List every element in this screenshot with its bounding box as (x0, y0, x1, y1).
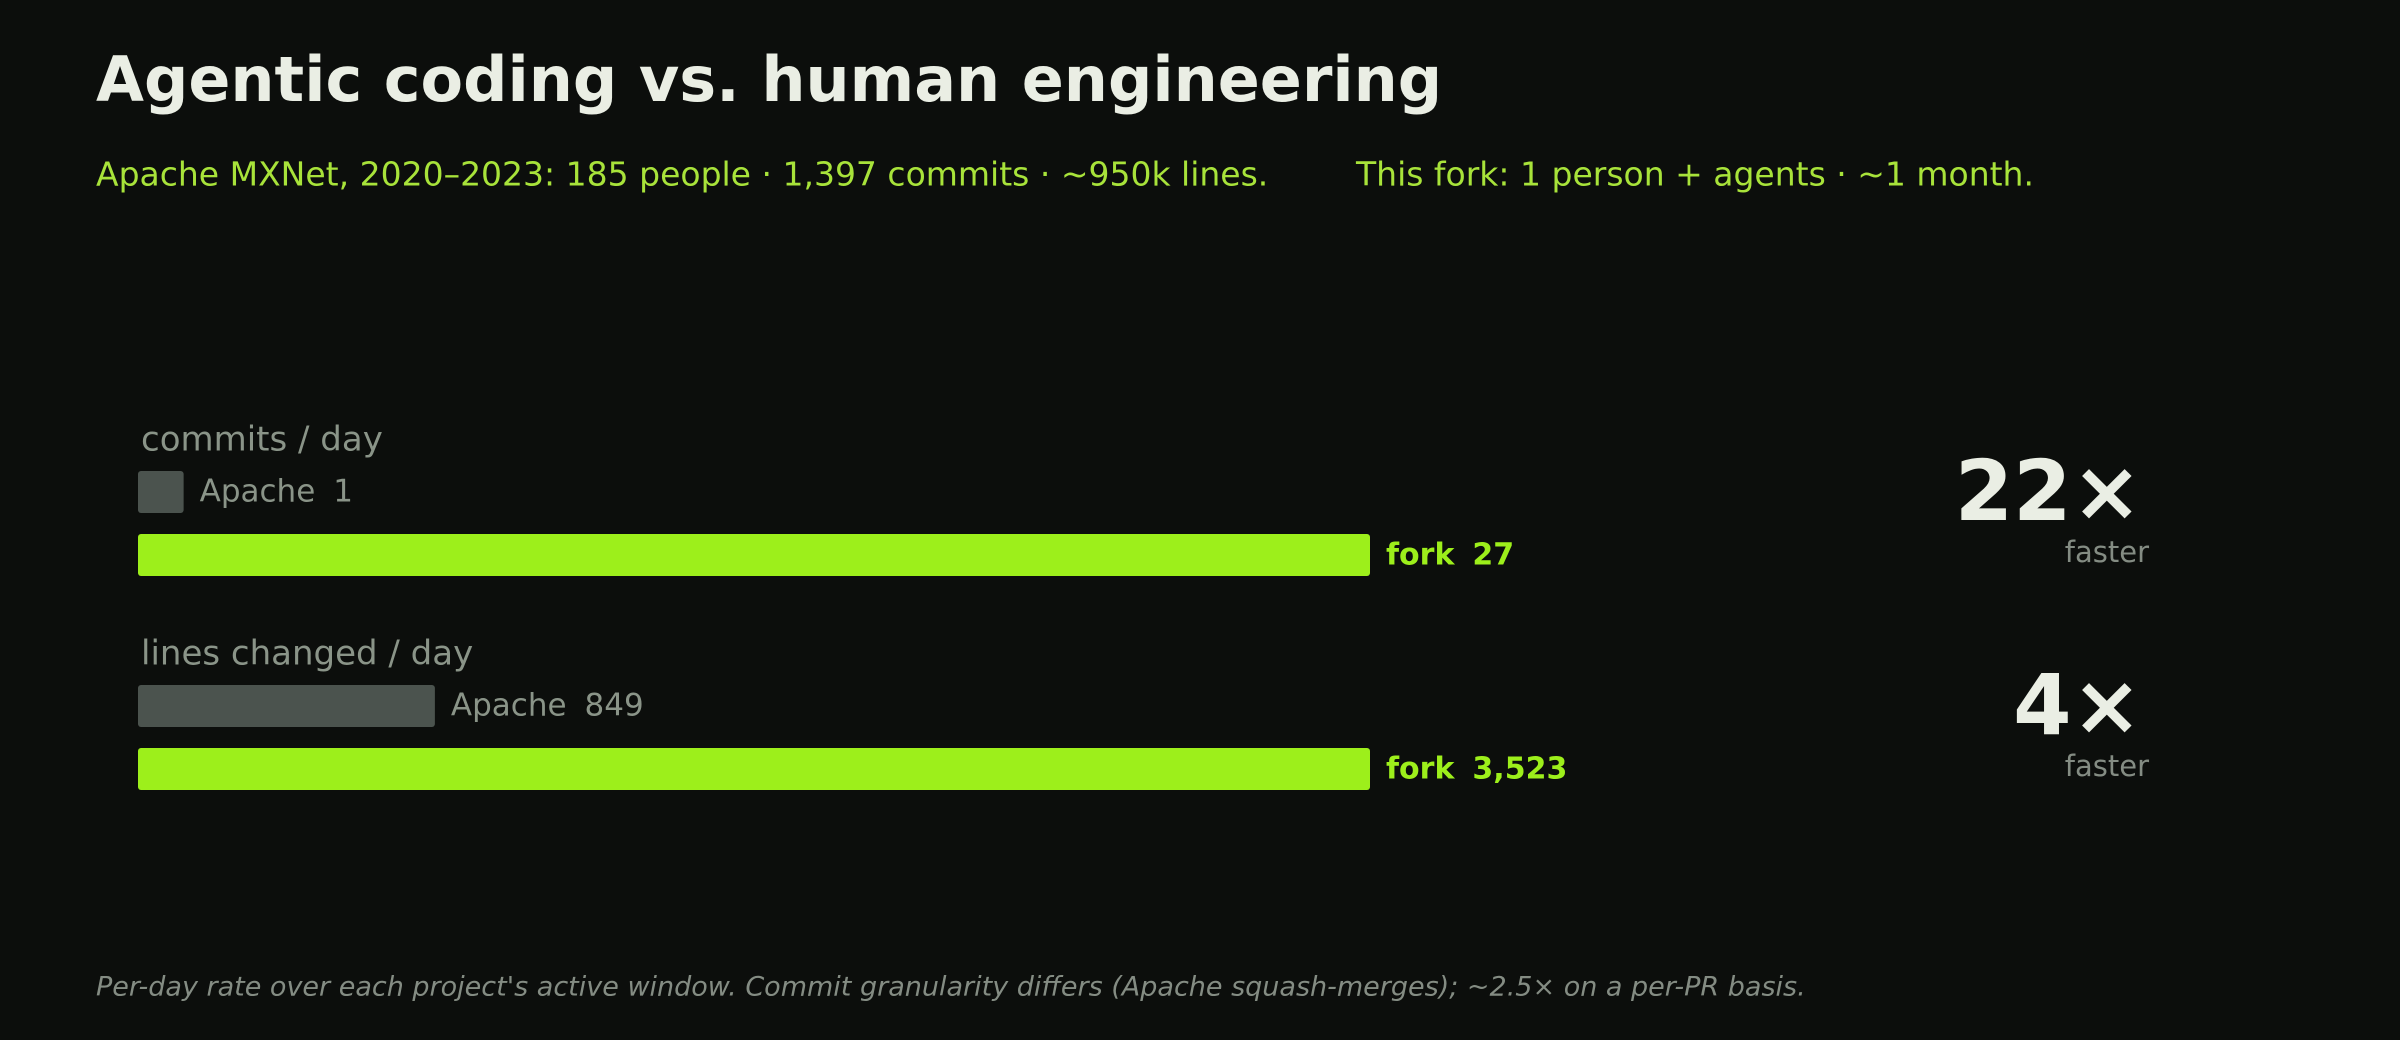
series-label: Apache (200, 474, 316, 510)
value-label: 849 (585, 688, 644, 724)
series-label: fork (1386, 752, 1455, 787)
title: Agentic coding vs. human engineering (96, 43, 1442, 116)
series-label: Apache (451, 688, 567, 724)
bar (138, 685, 435, 727)
speedup: 4× (2013, 656, 2142, 754)
footnote: Per-day rate over each project's active … (96, 972, 1806, 1003)
series-label: fork (1386, 538, 1455, 573)
speedup-label: faster (2065, 749, 2149, 783)
value-label: 3,523 (1472, 752, 1567, 787)
panel-title: commits / day (141, 420, 383, 460)
value-label: 1 (333, 474, 353, 510)
bar (138, 748, 1370, 790)
subtitle: This fork: 1 person + agents · ~1 month. (1355, 155, 2034, 194)
value-label: 27 (1472, 538, 1514, 573)
speedup-label: faster (2065, 535, 2149, 569)
subtitle: Apache MXNet, 2020–2023: 185 people · 1,… (96, 155, 1268, 194)
bar (138, 471, 184, 513)
speedup: 22× (1955, 442, 2142, 540)
bar (138, 534, 1370, 576)
panel-title: lines changed / day (141, 634, 473, 674)
